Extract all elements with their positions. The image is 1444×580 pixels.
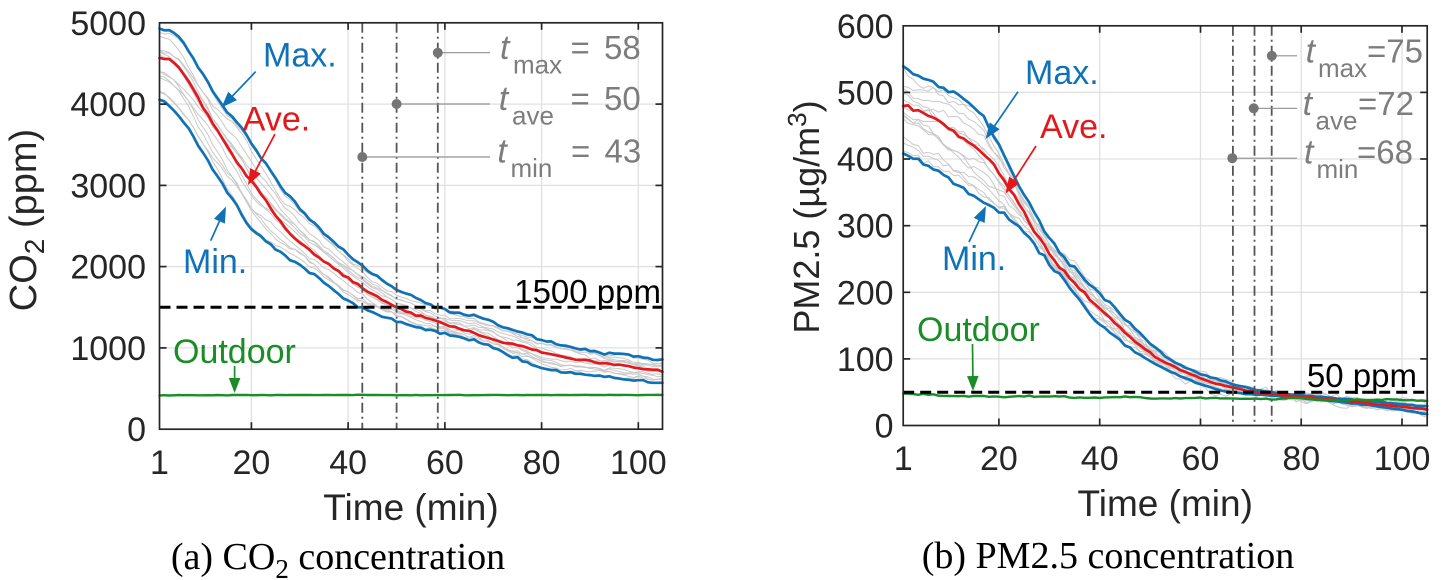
svg-text:2000: 2000	[70, 249, 146, 287]
svg-text:60: 60	[1182, 440, 1220, 478]
svg-text:400: 400	[837, 141, 894, 179]
svg-text:Time (min): Time (min)	[323, 487, 498, 528]
svg-text:=68: =68	[1357, 133, 1413, 170]
svg-text:ave: ave	[1316, 106, 1358, 136]
svg-text:40: 40	[1081, 440, 1119, 478]
svg-text:5000: 5000	[70, 5, 146, 43]
svg-text:min: min	[511, 153, 553, 183]
svg-text:1: 1	[894, 440, 913, 478]
svg-text:=75: =75	[1367, 32, 1423, 69]
svg-text:Min.: Min.	[183, 243, 247, 281]
svg-text:ave: ave	[512, 101, 554, 131]
svg-text:60: 60	[426, 444, 464, 482]
svg-text:20: 20	[232, 444, 270, 482]
svg-text:Min.: Min.	[942, 240, 1006, 278]
svg-text:CO2 (ppm): CO2 (ppm)	[3, 129, 50, 311]
svg-text:4000: 4000	[70, 86, 146, 124]
svg-text:0: 0	[127, 411, 146, 449]
svg-text:43: 43	[605, 133, 642, 170]
svg-text:=: =	[571, 80, 590, 117]
svg-text:300: 300	[837, 208, 894, 246]
svg-text:Max.: Max.	[1025, 54, 1099, 92]
svg-text:40: 40	[329, 444, 367, 482]
svg-text:Outdoor: Outdoor	[173, 333, 296, 371]
svg-text:1: 1	[150, 444, 169, 482]
svg-text:100: 100	[837, 341, 894, 379]
svg-text:t: t	[500, 29, 511, 67]
svg-text:80: 80	[523, 444, 561, 482]
svg-text:100: 100	[1374, 440, 1431, 478]
svg-text:Ave.: Ave.	[243, 101, 310, 139]
svg-text:Ave.: Ave.	[1040, 108, 1107, 146]
svg-text:0: 0	[875, 408, 894, 446]
svg-text:80: 80	[1282, 440, 1320, 478]
svg-text:Time (min): Time (min)	[1078, 483, 1253, 524]
svg-text:max: max	[513, 50, 562, 80]
svg-text:200: 200	[837, 274, 894, 312]
svg-text:t: t	[1306, 32, 1317, 70]
svg-text:20: 20	[980, 440, 1018, 478]
svg-text:1500 ppm: 1500 ppm	[514, 273, 661, 310]
svg-text:max: max	[1318, 53, 1367, 83]
svg-text:t: t	[499, 80, 510, 118]
svg-text:=: =	[571, 133, 590, 170]
svg-text:Outdoor: Outdoor	[917, 311, 1040, 349]
svg-text:100: 100	[610, 444, 667, 482]
svg-text:t: t	[497, 133, 508, 171]
svg-text:Max.: Max.	[263, 37, 337, 75]
svg-text:=72: =72	[1358, 85, 1414, 122]
svg-text:50 ppm: 50 ppm	[1307, 357, 1417, 394]
svg-text:1000: 1000	[70, 330, 146, 368]
svg-text:58: 58	[604, 29, 641, 66]
svg-text:3000: 3000	[70, 167, 146, 205]
svg-text:=: =	[571, 29, 590, 66]
svg-text:t: t	[1304, 133, 1315, 171]
svg-text:t: t	[1303, 85, 1314, 123]
svg-text:600: 600	[837, 8, 894, 46]
svg-text:50: 50	[604, 80, 641, 117]
svg-text:PM2.5 (µg/m3): PM2.5 (µg/m3)	[782, 100, 827, 333]
svg-text:min: min	[1317, 154, 1359, 184]
svg-text:(a) CO2 concentration: (a) CO2 concentration	[171, 536, 505, 580]
svg-text:(b) PM2.5 concentration: (b) PM2.5 concentration	[922, 535, 1295, 577]
svg-text:500: 500	[837, 74, 894, 112]
